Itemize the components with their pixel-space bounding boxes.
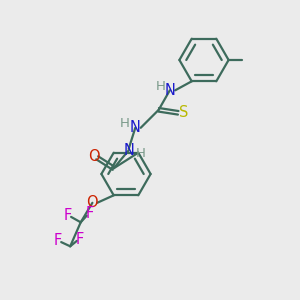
Text: H: H xyxy=(119,117,129,130)
Text: N: N xyxy=(130,120,141,135)
Text: N: N xyxy=(164,83,175,98)
Text: N: N xyxy=(123,143,134,158)
Text: O: O xyxy=(88,148,99,164)
Text: O: O xyxy=(87,195,98,210)
Text: H: H xyxy=(136,147,146,160)
Text: H: H xyxy=(155,80,165,93)
Text: S: S xyxy=(179,105,188,120)
Text: F: F xyxy=(64,208,72,223)
Text: F: F xyxy=(76,232,84,247)
Text: F: F xyxy=(85,206,94,221)
Text: F: F xyxy=(54,233,62,248)
